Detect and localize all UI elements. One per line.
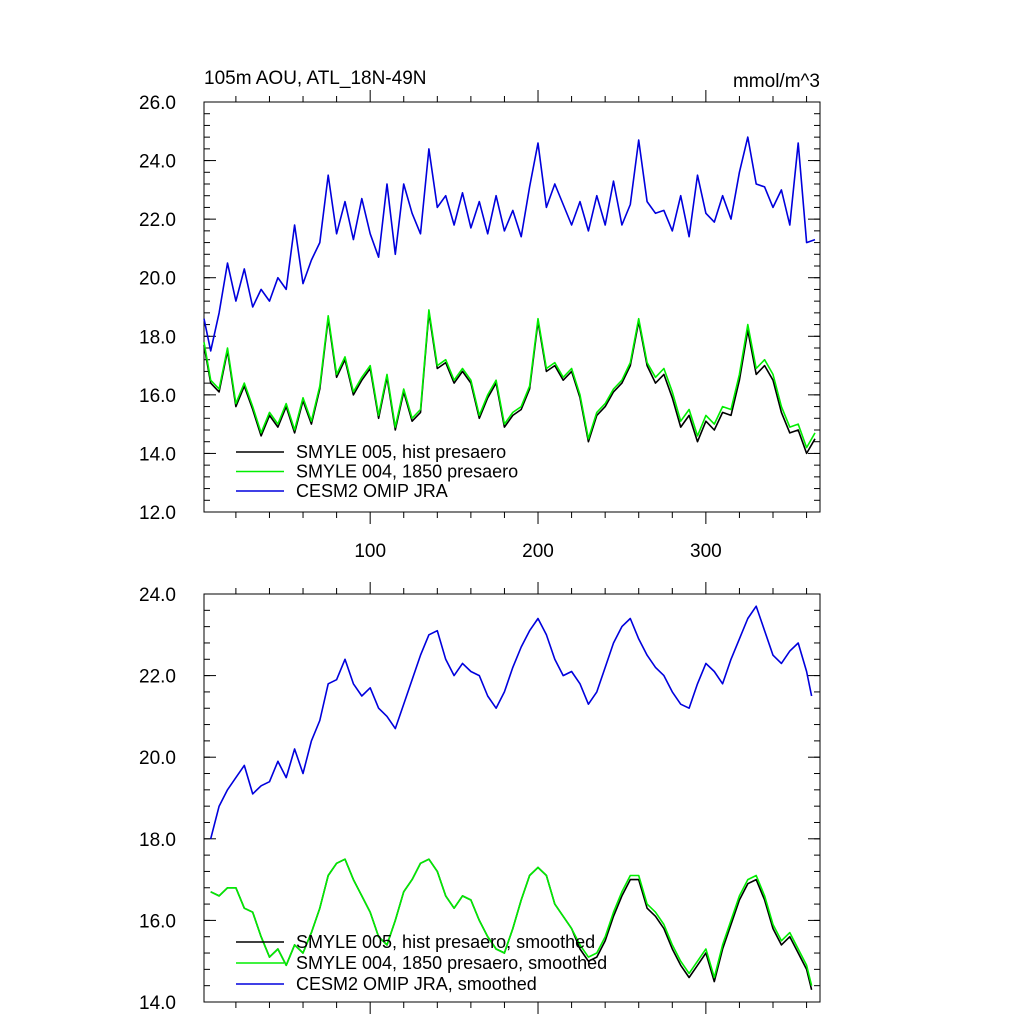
top-y-tick-label: 12.0 [139, 503, 176, 524]
top-legend-label-1: SMYLE 004, 1850 presaero [296, 462, 518, 482]
bottom-legend-label-2: CESM2 OMIP JRA, smoothed [296, 974, 537, 994]
top-y-tick-label: 24.0 [139, 152, 176, 173]
bottom-chart-axes: 14.0 16.0 18.0 20.0 22.0 24.0 [139, 582, 821, 1014]
top-series-line-2 [203, 136, 816, 352]
top-chart-title: 105m AOU, ATL_18N-49N [204, 68, 426, 89]
bottom-series-line-2 [209, 605, 813, 839]
bottom-chart-series [209, 605, 813, 990]
top-y-tick-label: 18.0 [139, 327, 176, 348]
bottom-chart-panel: 14.0 16.0 18.0 20.0 22.0 24.0 SMYLE 005, hist… [139, 582, 821, 1014]
top-x-tick-label: 100 [354, 541, 386, 562]
bottom-series-line-1 [210, 858, 813, 986]
top-legend-label-0: SMYLE 005, hist presaero [296, 442, 506, 462]
bottom-plot-frame [203, 593, 821, 1003]
top-y-tick-label: 20.0 [139, 269, 176, 290]
top-legend-label-2: CESM2 OMIP JRA [296, 481, 448, 501]
top-chart-series [203, 136, 816, 455]
top-series-line-0 [203, 312, 816, 455]
bottom-y-tick-label: 14.0 [139, 993, 176, 1014]
top-y-tick-label: 14.0 [139, 444, 176, 465]
top-x-tick-label: 300 [690, 541, 722, 562]
top-chart-panel: 105m AOU, ATL_18N-49N mmol/m^3 12.014.01… [139, 68, 821, 562]
bottom-legend-label-1: SMYLE 004, 1850 presaero, smoothed [296, 953, 607, 973]
bottom-y-tick-label: 20.0 [139, 748, 176, 769]
top-x-tick-label: 200 [522, 541, 554, 562]
top-chart-units: mmol/m^3 [733, 71, 820, 92]
top-chart-axes: 12.0 14.0 16.0 18.0 20.0 22.0 24.0 26.0 100 200 30… [139, 90, 821, 562]
top-series-line-1 [203, 309, 816, 449]
top-y-tick-label: 22.0 [139, 210, 176, 231]
bottom-chart-legend: SMYLE 005, hist presaero, smoothedSMYLE … [236, 932, 607, 994]
bottom-legend-label-0: SMYLE 005, hist presaero, smoothed [296, 932, 595, 952]
top-plot-frame [203, 101, 821, 513]
top-y-tick-label: 16.0 [139, 386, 176, 407]
bottom-y-tick-label: 16.0 [139, 911, 176, 932]
bottom-y-tick-label: 18.0 [139, 830, 176, 851]
bottom-y-tick-label: 22.0 [139, 667, 176, 688]
top-y-tick-label: 26.0 [139, 93, 176, 114]
bottom-y-tick-label: 24.0 [139, 585, 176, 606]
